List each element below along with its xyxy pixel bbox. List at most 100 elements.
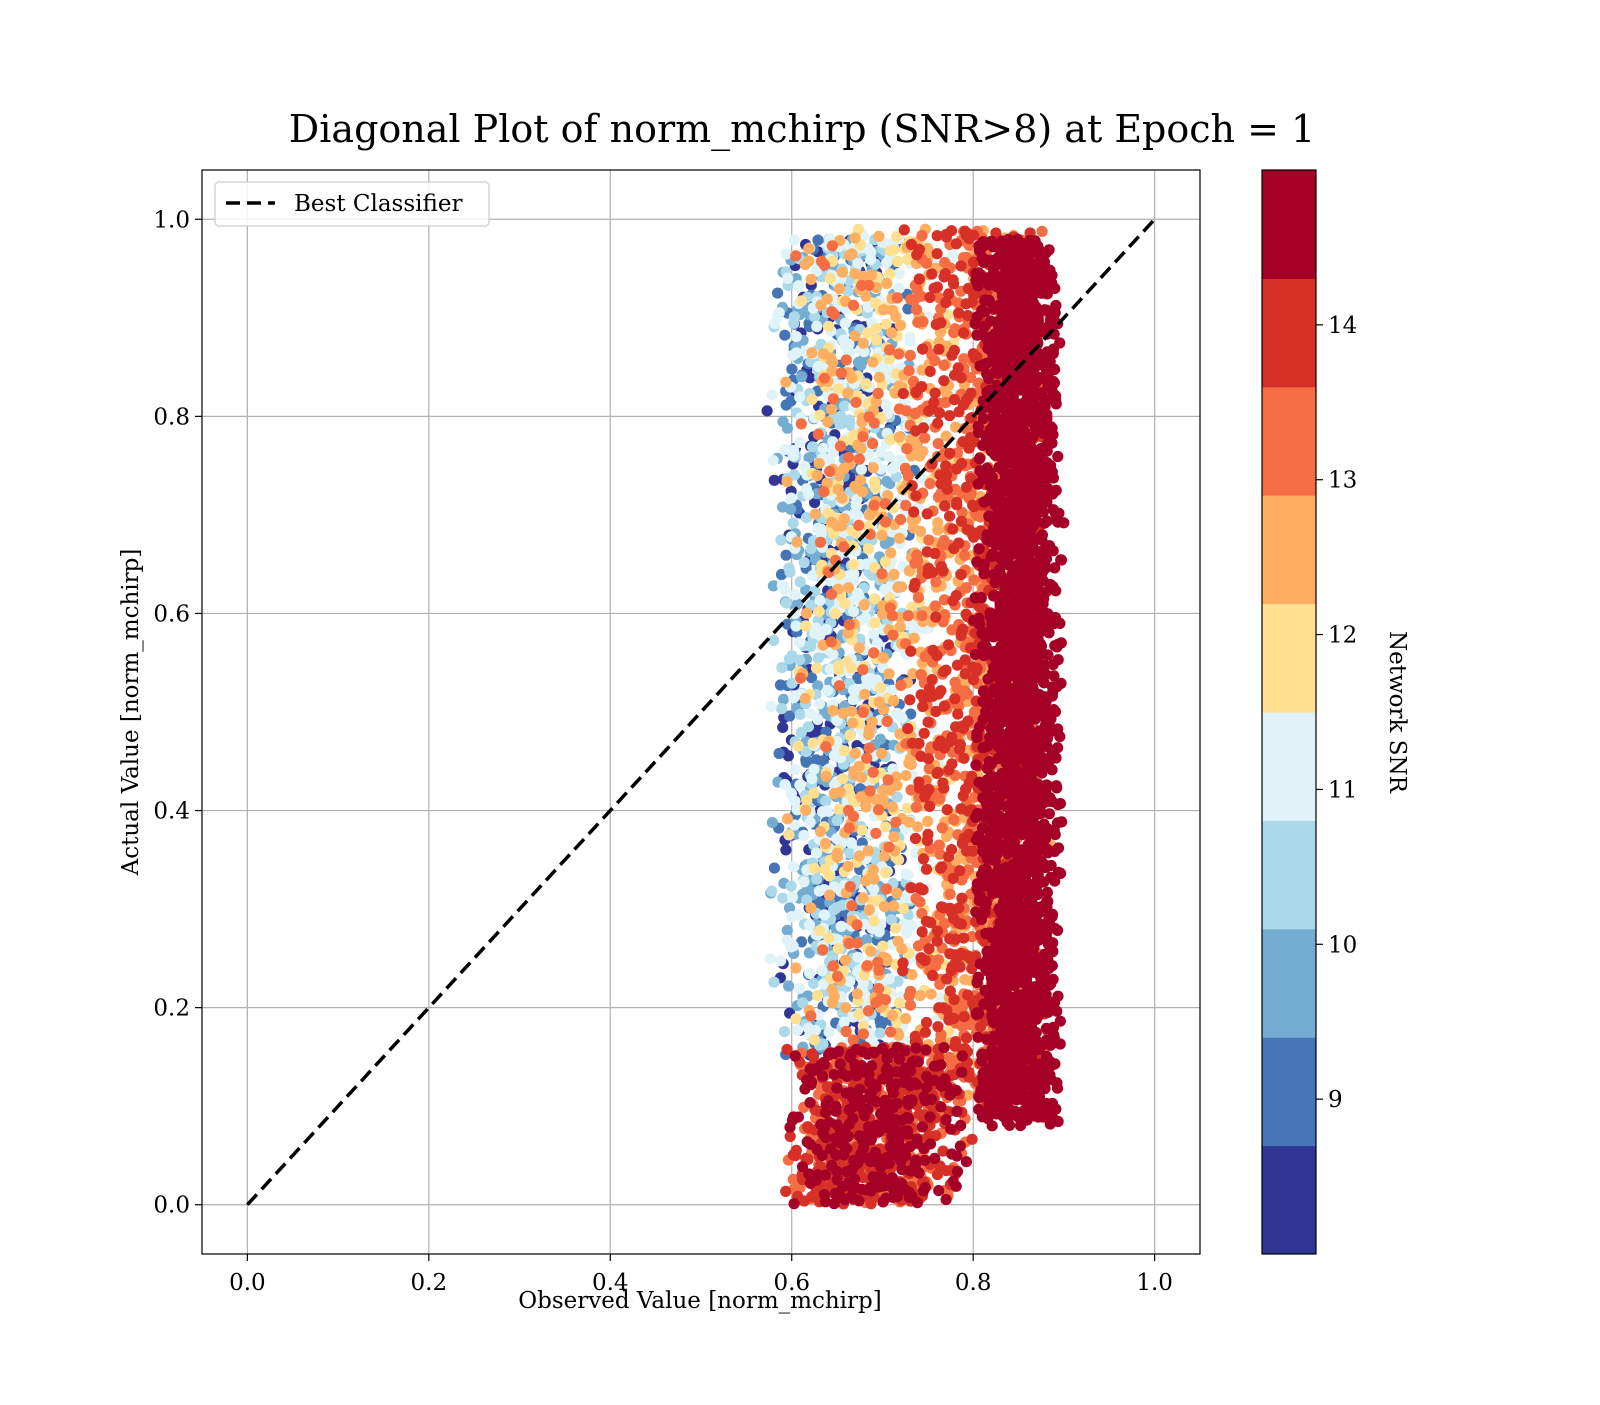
scatter-point <box>811 754 822 765</box>
scatter-point <box>844 619 855 630</box>
scatter-point <box>887 463 898 474</box>
scatter-point <box>814 458 825 469</box>
scatter-point <box>864 743 875 754</box>
scatter-point <box>925 478 936 489</box>
scatter-point <box>914 1109 925 1120</box>
scatter-point <box>843 805 854 816</box>
scatter-point <box>954 865 965 876</box>
scatter-point <box>933 689 944 700</box>
scatter-point <box>825 273 836 284</box>
scatter-point <box>868 647 879 658</box>
scatter-point <box>820 741 831 752</box>
scatter-point <box>909 294 920 305</box>
scatter-point <box>894 283 905 294</box>
scatter-point <box>914 273 925 284</box>
scatter-point <box>895 680 906 691</box>
scatter-point <box>961 298 972 309</box>
scatter-point <box>896 712 907 723</box>
scatter-point <box>868 767 879 778</box>
scatter-point <box>869 617 880 628</box>
scatter-point <box>945 736 956 747</box>
scatter-point <box>878 652 889 663</box>
scatter-point <box>783 980 794 991</box>
scatter-point <box>925 917 936 928</box>
scatter-point <box>933 438 944 449</box>
scatter-point <box>947 595 958 606</box>
scatter-point <box>956 948 967 959</box>
scatter-point <box>826 589 837 600</box>
scatter-point <box>794 437 805 448</box>
scatter-point <box>812 470 823 481</box>
scatter-point <box>905 646 916 657</box>
scatter-point <box>790 250 801 261</box>
scatter-point <box>841 354 852 365</box>
scatter-point <box>933 344 944 355</box>
scatter-point <box>803 243 814 254</box>
scatter-point <box>813 653 824 664</box>
scatter-point <box>789 311 800 322</box>
scatter-point <box>811 874 822 885</box>
scatter-point <box>774 748 785 759</box>
scatter-point <box>925 366 936 377</box>
scatter-point <box>856 464 867 475</box>
scatter-point <box>857 664 868 675</box>
scatter-point <box>810 1025 821 1036</box>
scatter-point <box>932 1021 943 1032</box>
scatter-point <box>838 708 849 719</box>
scatter-point <box>768 635 779 646</box>
scatter-point <box>852 938 863 949</box>
scatter-point <box>822 805 833 816</box>
scatter-point <box>786 881 797 892</box>
scatter-point <box>768 455 779 466</box>
scatter-point <box>803 256 814 267</box>
scatter-point <box>814 630 825 641</box>
scatter-point <box>782 813 793 824</box>
scatter-point <box>781 597 792 608</box>
scatter-point <box>949 345 960 356</box>
scatter-point <box>932 740 943 751</box>
scatter-point <box>905 350 916 361</box>
scatter-point <box>849 268 860 279</box>
scatter-point <box>902 723 913 734</box>
scatter-point <box>806 543 817 554</box>
scatter-point <box>811 321 822 332</box>
scatter-point <box>921 787 932 798</box>
scatter-point <box>808 764 819 775</box>
scatter-point <box>858 892 869 903</box>
scatter-point <box>804 968 815 979</box>
scatter-point <box>779 1026 790 1037</box>
scatter-point <box>887 610 898 621</box>
scatter-point <box>815 537 826 548</box>
scatter-point <box>794 392 805 403</box>
scatter-point <box>932 767 943 778</box>
scatter-point <box>932 517 943 528</box>
scatter-point <box>817 944 828 955</box>
scatter-point <box>881 278 892 289</box>
scatter-point <box>850 232 861 243</box>
scatter-point <box>768 977 779 988</box>
scatter-point <box>921 1017 932 1028</box>
scatter-point <box>904 694 915 705</box>
scatter-point <box>953 362 964 373</box>
scatter-point <box>807 1048 818 1059</box>
scatter-point <box>941 231 952 242</box>
scatter-point <box>795 576 806 587</box>
scatter-point <box>912 821 923 832</box>
scatter-point <box>806 347 817 358</box>
scatter-point <box>851 483 862 494</box>
scatter-point <box>959 550 970 561</box>
scatter-point <box>814 698 825 709</box>
scatter-point <box>906 759 917 770</box>
scatter-point <box>871 335 882 346</box>
scatter-point <box>903 365 914 376</box>
scatter-point <box>846 837 857 848</box>
scatter-point <box>938 666 949 677</box>
scatter-point <box>934 840 945 851</box>
scatter-point <box>929 548 940 559</box>
scatter-point <box>869 915 880 926</box>
scatter-point <box>863 845 874 856</box>
scatter-point <box>781 476 792 487</box>
scatter-point <box>781 248 792 259</box>
scatter-point <box>913 592 924 603</box>
scatter-point <box>765 953 776 964</box>
